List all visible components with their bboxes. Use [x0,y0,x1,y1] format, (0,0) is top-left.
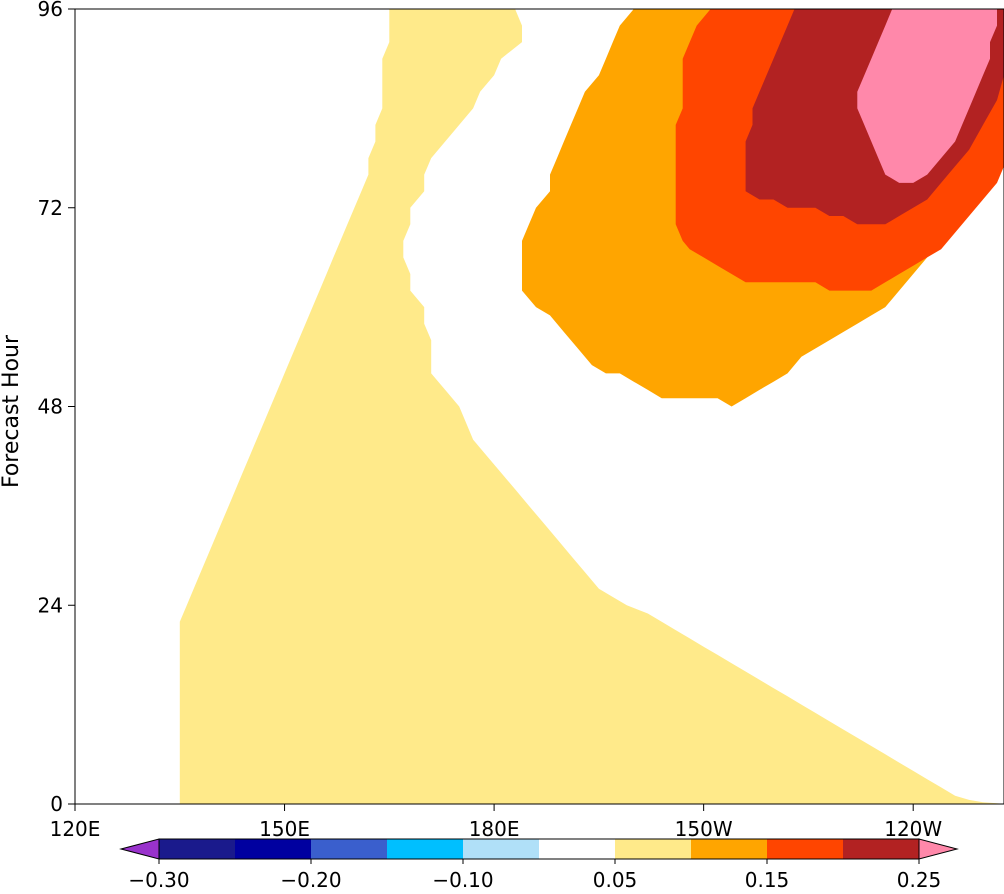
x-tick-label: 120W [884,817,942,841]
colorbar-bin [539,839,616,859]
y-tick-label: 96 [38,0,63,21]
contour-region-5 [857,9,997,183]
colorbar-tick-label: 0.05 [593,868,638,892]
y-tick-label: 48 [38,395,63,419]
colorbar-bin [615,839,692,859]
x-axis: 120E 150E 180E 150W 120W [50,804,942,841]
colorbar-tick-label: 0.15 [745,868,790,892]
x-tick-label: 120E [50,817,101,841]
y-axis: 0 24 48 72 96 [38,0,75,816]
x-tick-label: 150W [675,817,733,841]
colorbar-bin [463,839,540,859]
colorbar-frame [158,838,920,860]
colorbar-tick-label: −0.30 [128,868,189,892]
colorbar-tick-label: −0.20 [280,868,341,892]
colorbar-bin [387,839,464,859]
colorbar-extend-min [119,838,160,860]
x-tick-label: 180E [469,817,520,841]
colorbar-tick-label: −0.10 [432,868,493,892]
contour-regions [179,9,1004,804]
y-tick-label: 0 [50,792,63,816]
x-tick-label: 150E [259,817,310,841]
y-tick-label: 24 [38,593,63,617]
colorbar-bin [311,839,388,859]
contour-region-1 [179,9,1004,804]
colorbar-bin [159,839,236,859]
y-axis-label: Forecast Hour [0,334,24,488]
colorbar-bin [235,839,312,859]
colorbar-bin [767,839,844,859]
colorbar-bin [691,839,768,859]
colorbar: −0.30 −0.20 −0.10 0.05 0.15 0.25 [119,838,959,892]
colorbar-tick-label: 0.25 [897,868,942,892]
colorbar-bin [843,839,920,859]
y-tick-label: 72 [38,196,63,220]
colorbar-extend-max [918,838,959,860]
